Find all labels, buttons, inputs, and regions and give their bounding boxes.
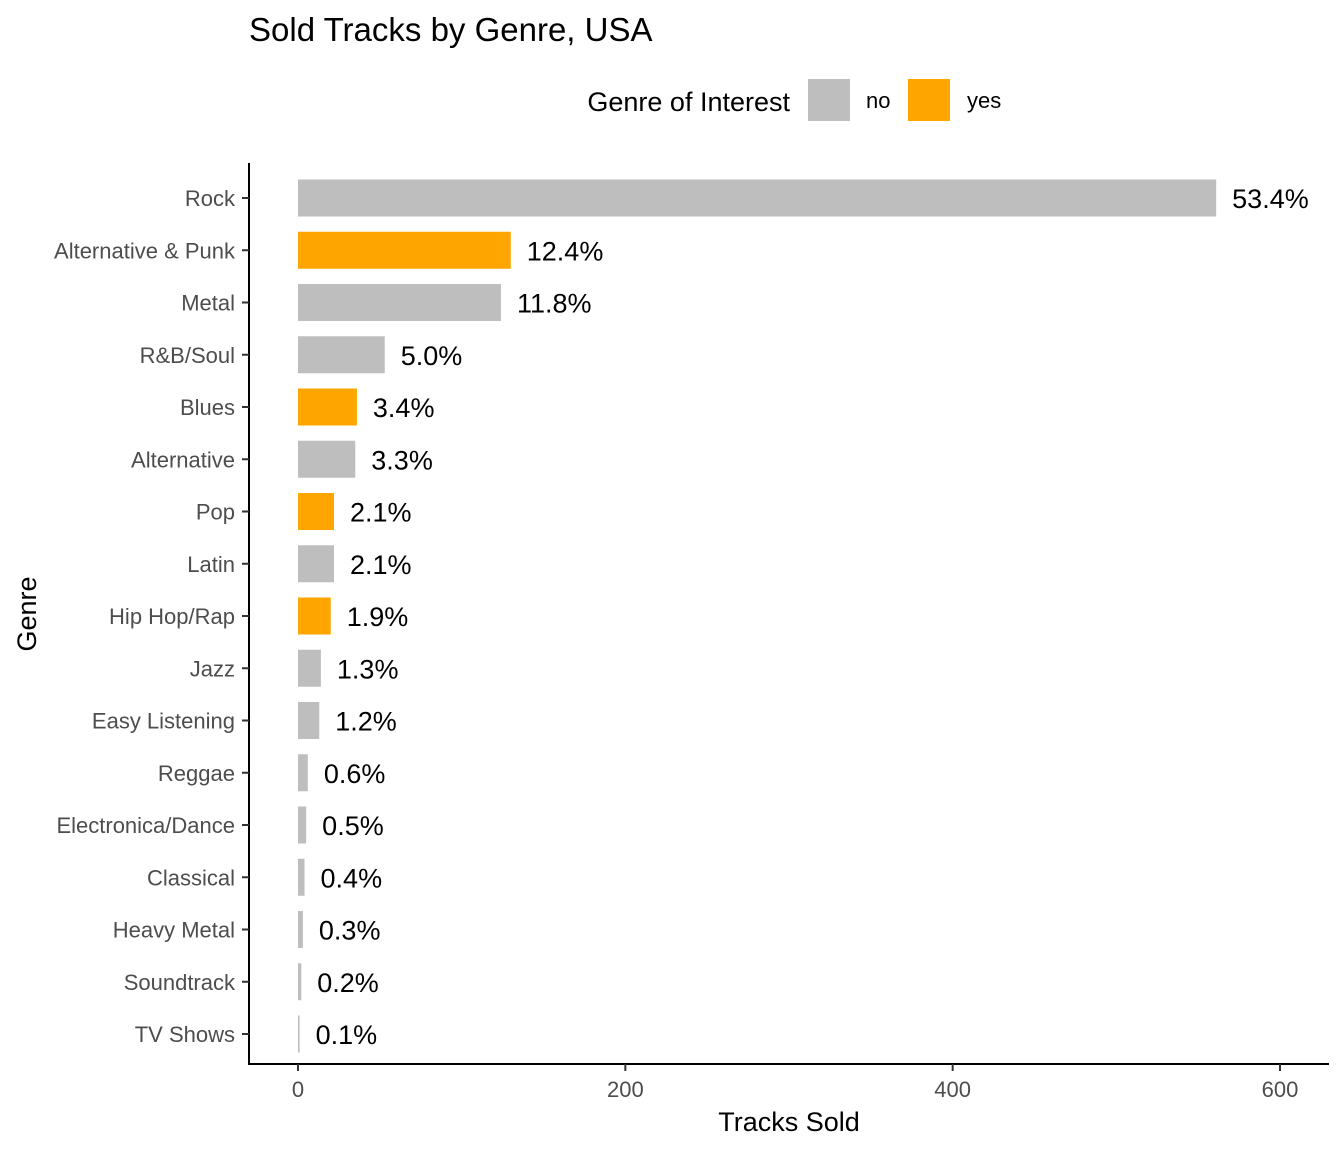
chart-title: Sold Tracks by Genre, USA [249,11,653,48]
y-tick-label: Rock [185,186,236,211]
y-tick-label: Easy Listening [92,709,235,734]
data-label: 2.1% [350,498,412,528]
legend-label-no: no [866,88,890,113]
legend: Genre of Interest no yes [587,79,1001,121]
y-tick-label: Reggae [158,761,235,786]
bar [298,649,321,687]
legend-title: Genre of Interest [587,87,790,117]
bar [298,754,308,792]
y-tick-label: Electronica/Dance [56,813,235,838]
legend-swatch-yes [908,79,950,121]
bar [298,440,356,478]
data-label: 11.8% [517,289,592,319]
data-label: 0.5% [322,811,384,841]
data-label: 3.3% [371,445,433,475]
data-label: 0.3% [319,916,381,946]
bar [298,963,302,1001]
data-label: 0.4% [321,863,383,893]
y-tick-label: Alternative [131,447,235,472]
x-axis-title: Tracks Sold [718,1107,860,1137]
data-label: 12.4% [527,236,604,266]
bar [298,911,303,948]
bar [298,597,331,635]
y-tick-label: Classical [147,865,235,890]
y-tick-label: Soundtrack [124,970,236,995]
data-label: 53.4% [1232,184,1309,214]
data-label: 2.1% [350,550,412,580]
bar [298,806,307,844]
plot-area: 53.4% 12.4% 11.8% 5.0% 3.4% 3.3% 2.1% 2.1% 1.9% 1… [298,179,1309,1053]
bar [298,336,385,374]
y-tick-label: Blues [180,395,235,420]
y-axis-title: Genre [12,576,42,651]
y-tick-label: Latin [187,552,235,577]
y-tick-label: Heavy Metal [113,918,235,943]
data-label: 1.9% [347,602,409,632]
data-label: 1.2% [335,707,397,737]
y-tick-label: Jazz [190,656,235,681]
bar [298,1015,300,1053]
y-tick-label: Hip Hop/Rap [109,604,235,629]
legend-swatch-no [808,79,850,121]
y-tick-label: TV Shows [135,1022,235,1047]
y-tick-label: R&B/Soul [140,343,235,368]
bar [298,545,335,583]
x-tick-label: 600 [1262,1077,1299,1102]
y-tick-label: Pop [196,500,235,525]
bar [298,284,501,321]
bar [298,231,511,269]
y-tick-label: Alternative & Punk [54,238,236,263]
data-label: 0.1% [316,1020,378,1050]
x-tick-label: 200 [607,1077,644,1102]
legend-label-yes: yes [967,88,1001,113]
bar [298,179,1217,217]
data-label: 5.0% [401,341,463,371]
bar [298,388,357,426]
bar [298,702,320,739]
bar [298,493,335,530]
data-label: 3.4% [373,393,435,423]
y-tick-label: Metal [181,291,235,316]
x-tick-label: 0 [292,1077,304,1102]
data-label: 1.3% [337,654,399,684]
bar [298,858,305,896]
x-tick-label: 400 [934,1077,971,1102]
data-label: 0.6% [324,759,386,789]
data-label: 0.2% [317,968,379,998]
